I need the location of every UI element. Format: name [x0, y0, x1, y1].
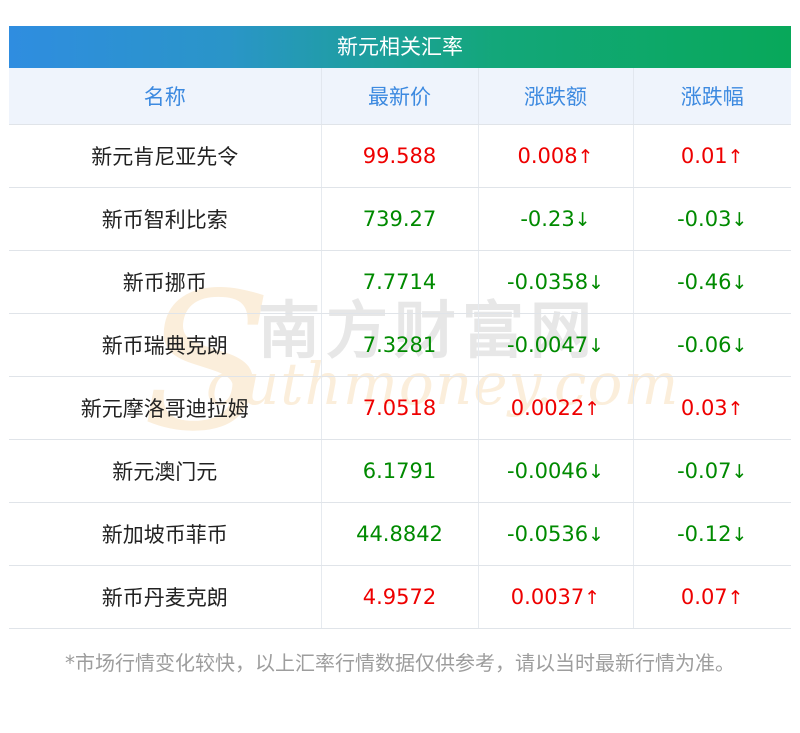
column-header-price[interactable]: 最新价	[321, 68, 479, 125]
change-amount-value: -0.23	[520, 207, 575, 231]
cell-currency-name[interactable]: 新加坡币菲币	[9, 502, 322, 566]
table-row[interactable]: 新元肯尼亚先令 99.588 0.008↑ 0.01↑	[9, 124, 791, 188]
change-percent-value: -0.03	[677, 207, 732, 231]
cell-change-percent: -0.06↓	[633, 313, 791, 377]
change-amount-value: -0.0046	[507, 459, 589, 483]
change-percent-value: -0.06	[677, 333, 732, 357]
cell-change-percent: -0.46↓	[633, 250, 791, 314]
change-amount-value: 0.0022	[510, 396, 585, 420]
column-header-name[interactable]: 名称	[9, 68, 322, 125]
exchange-rate-table: 名称 最新价 涨跌额 涨跌幅 新元肯尼亚先令 99.588 0.008↑ 0.01↑ 新…	[9, 68, 791, 629]
change-amount-value: 0.0037	[510, 585, 585, 609]
cell-change-percent: -0.12↓	[633, 502, 791, 566]
arrow-down-icon: ↓	[731, 524, 748, 546]
change-amount-value: -0.0358	[507, 270, 589, 294]
cell-latest-price: 7.3281	[321, 313, 479, 377]
change-percent-value: -0.07	[677, 459, 732, 483]
arrow-down-icon: ↓	[588, 461, 604, 483]
arrow-up-icon: ↑	[584, 587, 601, 609]
arrow-up-icon: ↑	[727, 398, 744, 420]
change-amount-value: -0.0536	[507, 522, 589, 546]
change-percent-value: 0.03	[680, 396, 728, 420]
cell-currency-name[interactable]: 新币挪币	[9, 250, 322, 314]
table-header: 名称 最新价 涨跌额 涨跌幅	[9, 68, 791, 125]
cell-latest-price: 4.9572	[321, 565, 479, 629]
page-title: 新元相关汇率	[9, 26, 791, 68]
cell-currency-name[interactable]: 新元肯尼亚先令	[9, 124, 322, 188]
cell-latest-price: 7.0518	[321, 376, 479, 440]
change-amount-value: 0.008	[517, 144, 578, 168]
cell-change-amount: -0.0046↓	[478, 439, 634, 503]
arrow-up-icon: ↑	[727, 587, 744, 609]
change-amount-value: -0.0047	[507, 333, 589, 357]
table-header-row: 名称 最新价 涨跌额 涨跌幅	[9, 68, 791, 125]
cell-change-percent: 0.03↑	[633, 376, 791, 440]
change-percent-value: -0.46	[677, 270, 732, 294]
arrow-down-icon: ↓	[731, 335, 748, 357]
arrow-down-icon: ↓	[731, 209, 748, 231]
arrow-down-icon: ↓	[731, 461, 748, 483]
cell-currency-name[interactable]: 新元摩洛哥迪拉姆	[9, 376, 322, 440]
exchange-rate-card: 新元相关汇率 名称 最新价 涨跌额 涨跌幅 新元肯尼亚先令 99.588 0.008…	[9, 26, 791, 629]
arrow-down-icon: ↓	[574, 209, 591, 231]
table-row[interactable]: 新元澳门元 6.1791 -0.0046↓ -0.07↓	[9, 439, 791, 503]
arrow-down-icon: ↓	[731, 272, 748, 294]
arrow-down-icon: ↓	[588, 335, 604, 357]
cell-latest-price: 99.588	[321, 124, 479, 188]
change-percent-value: -0.12	[677, 522, 732, 546]
cell-currency-name[interactable]: 新元澳门元	[9, 439, 322, 503]
arrow-up-icon: ↑	[727, 146, 744, 168]
table-row[interactable]: 新币丹麦克朗 4.9572 0.0037↑ 0.07↑	[9, 565, 791, 629]
cell-latest-price: 739.27	[321, 187, 479, 251]
cell-change-amount: 0.0037↑	[478, 565, 634, 629]
cell-change-amount: -0.23↓	[478, 187, 634, 251]
table-row[interactable]: 新币挪币 7.7714 -0.0358↓ -0.46↓	[9, 250, 791, 314]
cell-change-amount: -0.0536↓	[478, 502, 634, 566]
arrow-down-icon: ↓	[588, 524, 604, 546]
arrow-up-icon: ↑	[577, 146, 594, 168]
cell-change-percent: 0.01↑	[633, 124, 791, 188]
table-body: 新元肯尼亚先令 99.588 0.008↑ 0.01↑ 新币智利比索 739.27 -0.2…	[9, 124, 791, 629]
cell-currency-name[interactable]: 新币丹麦克朗	[9, 565, 322, 629]
cell-change-percent: 0.07↑	[633, 565, 791, 629]
change-percent-value: 0.01	[680, 144, 728, 168]
column-header-percent[interactable]: 涨跌幅	[633, 68, 791, 125]
table-row[interactable]: 新元摩洛哥迪拉姆 7.0518 0.0022↑ 0.03↑	[9, 376, 791, 440]
table-row[interactable]: 新币瑞典克朗 7.3281 -0.0047↓ -0.06↓	[9, 313, 791, 377]
cell-latest-price: 44.8842	[321, 502, 479, 566]
arrow-up-icon: ↑	[584, 398, 601, 420]
cell-change-percent: -0.03↓	[633, 187, 791, 251]
footnote-disclaimer: *市场行情变化较快，以上汇率行情数据仅供参考，请以当时最新行情为准。	[65, 651, 735, 675]
cell-currency-name[interactable]: 新币智利比索	[9, 187, 322, 251]
table-row[interactable]: 新加坡币菲币 44.8842 -0.0536↓ -0.12↓	[9, 502, 791, 566]
cell-change-amount: 0.0022↑	[478, 376, 634, 440]
cell-change-amount: -0.0358↓	[478, 250, 634, 314]
cell-change-percent: -0.07↓	[633, 439, 791, 503]
change-percent-value: 0.07	[680, 585, 728, 609]
cell-latest-price: 6.1791	[321, 439, 479, 503]
column-header-change[interactable]: 涨跌额	[478, 68, 634, 125]
arrow-down-icon: ↓	[588, 272, 604, 294]
cell-latest-price: 7.7714	[321, 250, 479, 314]
table-row[interactable]: 新币智利比索 739.27 -0.23↓ -0.03↓	[9, 187, 791, 251]
cell-currency-name[interactable]: 新币瑞典克朗	[9, 313, 322, 377]
cell-change-amount: -0.0047↓	[478, 313, 634, 377]
cell-change-amount: 0.008↑	[478, 124, 634, 188]
